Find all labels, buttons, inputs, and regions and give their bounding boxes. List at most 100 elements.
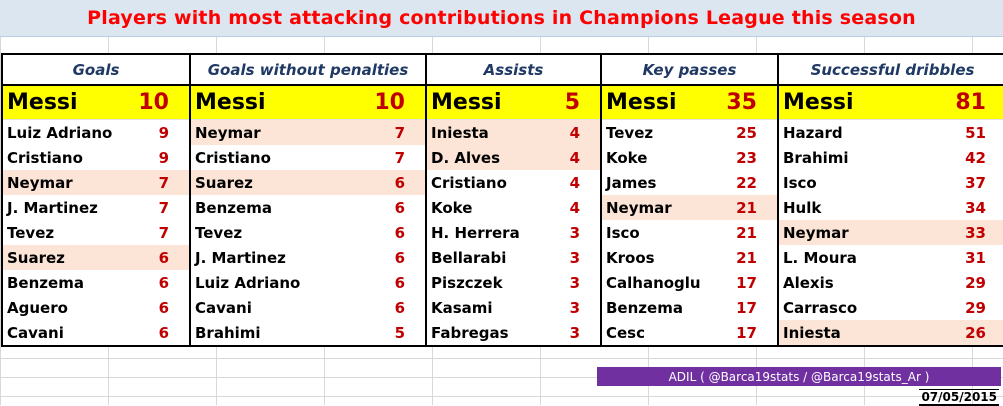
table-row: Carrasco 29 bbox=[779, 295, 1003, 320]
credit-banner: ADIL ( @Barca19stats / @Barca19stats_Ar … bbox=[597, 367, 1001, 386]
stat-value: 23 bbox=[736, 148, 757, 167]
player-name: Cristiano bbox=[431, 173, 507, 192]
stat-column: Goals Messi 10 Luiz Adriano 9 Cristiano 9 Neyma… bbox=[3, 55, 191, 345]
table-row: Suarez 6 bbox=[3, 245, 189, 270]
player-name: Messi bbox=[431, 90, 502, 115]
table-row: Cavani 6 bbox=[3, 320, 189, 345]
stat-value: 4 bbox=[569, 173, 580, 192]
player-name: Cavani bbox=[195, 298, 252, 317]
player-name: Brahimi bbox=[783, 148, 849, 167]
table-row: Cristiano 9 bbox=[3, 145, 189, 170]
player-name: Tevez bbox=[606, 123, 654, 142]
table-row: Benzema 6 bbox=[191, 195, 425, 220]
player-name: Messi bbox=[7, 90, 78, 115]
player-name: Kasami bbox=[431, 298, 493, 317]
table-row: Cristiano 4 bbox=[427, 170, 600, 195]
stat-value: 21 bbox=[736, 248, 757, 267]
table-row: Cavani 6 bbox=[191, 295, 425, 320]
player-name: Carrasco bbox=[783, 298, 858, 317]
stat-value: 51 bbox=[965, 123, 986, 142]
stat-value: 21 bbox=[736, 198, 757, 217]
stat-value: 17 bbox=[736, 273, 757, 292]
table-row: L. Moura 31 bbox=[779, 245, 1003, 270]
player-name: Benzema bbox=[7, 273, 84, 292]
player-name: Calhanoglu bbox=[606, 273, 701, 292]
stat-value: 6 bbox=[158, 273, 169, 292]
table-row: Bellarabi 3 bbox=[427, 245, 600, 270]
player-name: Neymar bbox=[606, 198, 672, 217]
stat-value: 42 bbox=[965, 148, 986, 167]
player-name: Cristiano bbox=[195, 148, 271, 167]
stat-value: 6 bbox=[158, 248, 169, 267]
player-name: Alexis bbox=[783, 273, 834, 292]
table-row: Cristiano 7 bbox=[191, 145, 425, 170]
date-label: 07/05/2015 bbox=[919, 389, 999, 406]
table-row: Tevez 7 bbox=[3, 220, 189, 245]
player-name: Luiz Adriano bbox=[7, 123, 113, 142]
player-name: D. Alves bbox=[431, 148, 501, 167]
table-row: Alexis 29 bbox=[779, 270, 1003, 295]
stat-value: 7 bbox=[394, 148, 405, 167]
stat-value: 26 bbox=[965, 323, 986, 342]
player-name: Piszczek bbox=[431, 273, 503, 292]
player-name: Messi bbox=[606, 90, 677, 115]
player-name: Hazard bbox=[783, 123, 843, 142]
table-row: Fabregas 3 bbox=[427, 320, 600, 345]
stat-column: Key passes Messi 35 Tevez 25 Koke 23 James 22 Ney… bbox=[602, 55, 779, 345]
stat-value: 3 bbox=[569, 273, 580, 292]
stat-value: 7 bbox=[158, 198, 169, 217]
stat-value: 7 bbox=[158, 223, 169, 242]
player-name: H. Herrera bbox=[431, 223, 520, 242]
player-name: J. Martinez bbox=[7, 198, 98, 217]
stat-value: 29 bbox=[965, 298, 986, 317]
leader-row: Messi 5 bbox=[427, 86, 600, 120]
stat-value: 7 bbox=[158, 173, 169, 192]
stat-value: 4 bbox=[569, 198, 580, 217]
player-name: J. Martinez bbox=[195, 248, 286, 267]
stat-column: Successful dribbles Messi 81 Hazard 51 Brahim… bbox=[779, 55, 1003, 345]
player-name: L. Moura bbox=[783, 248, 857, 267]
player-name: Iniesta bbox=[431, 123, 489, 142]
stat-value: 10 bbox=[374, 90, 405, 115]
stat-value: 6 bbox=[394, 173, 405, 192]
leader-row: Messi 35 bbox=[602, 86, 777, 120]
stat-value: 3 bbox=[569, 323, 580, 342]
table-row: Benzema 17 bbox=[602, 295, 777, 320]
stat-value: 25 bbox=[736, 123, 757, 142]
table-row: Suarez 6 bbox=[191, 170, 425, 195]
table-row: Calhanoglu 17 bbox=[602, 270, 777, 295]
player-name: Fabregas bbox=[431, 323, 509, 342]
stat-value: 7 bbox=[394, 123, 405, 142]
stat-value: 6 bbox=[394, 298, 405, 317]
stat-value: 33 bbox=[965, 223, 986, 242]
player-name: Cesc bbox=[606, 323, 646, 342]
table-row: Koke 4 bbox=[427, 195, 600, 220]
table-row: Isco 37 bbox=[779, 170, 1003, 195]
stat-value: 6 bbox=[394, 248, 405, 267]
player-name: Cavani bbox=[7, 323, 64, 342]
page-title: Players with most attacking contribution… bbox=[87, 7, 916, 29]
table-row: Koke 23 bbox=[602, 145, 777, 170]
player-name: Benzema bbox=[606, 298, 683, 317]
stat-value: 6 bbox=[394, 198, 405, 217]
stat-value: 34 bbox=[965, 198, 986, 217]
player-name: Tevez bbox=[7, 223, 55, 242]
player-name: Iniesta bbox=[783, 323, 841, 342]
player-name: Hulk bbox=[783, 198, 822, 217]
table-row: Iniesta 4 bbox=[427, 120, 600, 145]
player-name: Kroos bbox=[606, 248, 655, 267]
column-header: Successful dribbles bbox=[779, 55, 1003, 86]
table-row: Neymar 7 bbox=[191, 120, 425, 145]
leader-row: Messi 81 bbox=[779, 86, 1003, 120]
stat-value: 10 bbox=[138, 90, 169, 115]
stat-value: 4 bbox=[569, 123, 580, 142]
table-row: Kasami 3 bbox=[427, 295, 600, 320]
player-name: Koke bbox=[606, 148, 648, 167]
player-name: Cristiano bbox=[7, 148, 83, 167]
column-header: Key passes bbox=[602, 55, 777, 86]
player-name: Bellarabi bbox=[431, 248, 507, 267]
column-header: Goals bbox=[3, 55, 189, 86]
table-row: James 22 bbox=[602, 170, 777, 195]
table-row: Neymar 33 bbox=[779, 220, 1003, 245]
stat-value: 17 bbox=[736, 323, 757, 342]
